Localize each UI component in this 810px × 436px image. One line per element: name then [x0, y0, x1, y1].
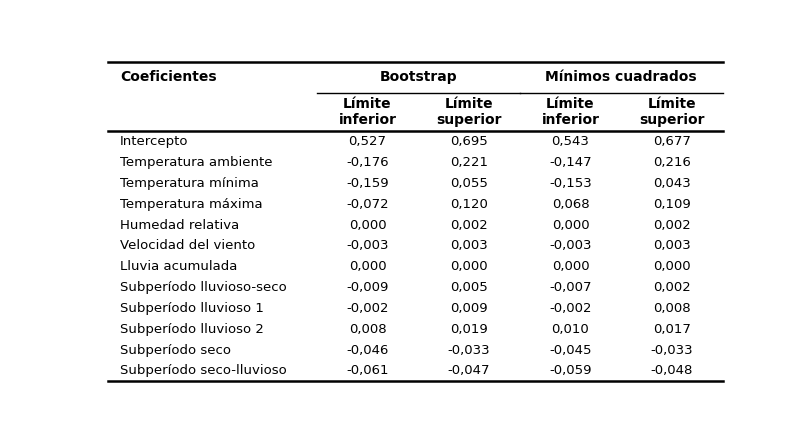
Text: 0,055: 0,055: [450, 177, 488, 190]
Text: 0,000: 0,000: [348, 218, 386, 232]
Text: -0,033: -0,033: [448, 344, 490, 357]
Text: 0,000: 0,000: [348, 260, 386, 273]
Text: 0,002: 0,002: [653, 281, 691, 294]
Text: -0,002: -0,002: [549, 302, 592, 315]
Text: 0,043: 0,043: [653, 177, 691, 190]
Text: 0,109: 0,109: [653, 198, 691, 211]
Text: -0,009: -0,009: [346, 281, 389, 294]
Text: 0,000: 0,000: [450, 260, 488, 273]
Text: Límite
superior: Límite superior: [639, 97, 705, 127]
Text: 0,017: 0,017: [653, 323, 691, 336]
Text: -0,061: -0,061: [346, 364, 389, 378]
Text: -0,047: -0,047: [448, 364, 490, 378]
Text: 0,009: 0,009: [450, 302, 488, 315]
Text: Subperíodo seco: Subperíodo seco: [120, 344, 231, 357]
Text: -0,045: -0,045: [549, 344, 592, 357]
Text: Mínimos cuadrados: Mínimos cuadrados: [545, 71, 697, 85]
Text: 0,000: 0,000: [653, 260, 691, 273]
Text: -0,002: -0,002: [346, 302, 389, 315]
Text: -0,147: -0,147: [549, 156, 592, 169]
Text: 0,008: 0,008: [653, 302, 691, 315]
Text: 0,120: 0,120: [450, 198, 488, 211]
Text: -0,007: -0,007: [549, 281, 592, 294]
Text: -0,072: -0,072: [346, 198, 389, 211]
Text: 0,003: 0,003: [450, 239, 488, 252]
Text: -0,003: -0,003: [549, 239, 592, 252]
Text: 0,003: 0,003: [653, 239, 691, 252]
Text: 0,010: 0,010: [552, 323, 590, 336]
Text: Bootstrap: Bootstrap: [379, 71, 457, 85]
Text: -0,003: -0,003: [346, 239, 389, 252]
Text: 0,000: 0,000: [552, 260, 589, 273]
Text: -0,153: -0,153: [549, 177, 592, 190]
Text: -0,046: -0,046: [346, 344, 389, 357]
Text: Límite
inferior: Límite inferior: [339, 97, 396, 127]
Text: 0,008: 0,008: [348, 323, 386, 336]
Text: Humedad relativa: Humedad relativa: [120, 218, 239, 232]
Text: Temperatura máxima: Temperatura máxima: [120, 198, 262, 211]
Text: -0,159: -0,159: [346, 177, 389, 190]
Text: Límite
superior: Límite superior: [437, 97, 501, 127]
Text: Intercepto: Intercepto: [120, 135, 189, 148]
Text: Subperíodo lluvioso-seco: Subperíodo lluvioso-seco: [120, 281, 287, 294]
Text: Límite
inferior: Límite inferior: [541, 97, 599, 127]
Text: 0,002: 0,002: [450, 218, 488, 232]
Text: 0,221: 0,221: [450, 156, 488, 169]
Text: Lluvia acumulada: Lluvia acumulada: [120, 260, 237, 273]
Text: 0,543: 0,543: [552, 135, 590, 148]
Text: 0,002: 0,002: [653, 218, 691, 232]
Text: 0,000: 0,000: [552, 218, 589, 232]
Text: 0,695: 0,695: [450, 135, 488, 148]
Text: Temperatura mínima: Temperatura mínima: [120, 177, 258, 190]
Text: 0,005: 0,005: [450, 281, 488, 294]
Text: Coeficientes: Coeficientes: [120, 71, 216, 85]
Text: Subperíodo seco-lluvioso: Subperíodo seco-lluvioso: [120, 364, 287, 378]
Text: Temperatura ambiente: Temperatura ambiente: [120, 156, 272, 169]
Text: 0,677: 0,677: [653, 135, 691, 148]
Text: 0,019: 0,019: [450, 323, 488, 336]
Text: Subperíodo lluvioso 2: Subperíodo lluvioso 2: [120, 323, 264, 336]
Text: Subperíodo lluvioso 1: Subperíodo lluvioso 1: [120, 302, 264, 315]
Text: 0,068: 0,068: [552, 198, 589, 211]
Text: -0,033: -0,033: [650, 344, 693, 357]
Text: -0,048: -0,048: [650, 364, 693, 378]
Text: 0,216: 0,216: [653, 156, 691, 169]
Text: Velocidad del viento: Velocidad del viento: [120, 239, 255, 252]
Text: -0,059: -0,059: [549, 364, 592, 378]
Text: -0,176: -0,176: [346, 156, 389, 169]
Text: 0,527: 0,527: [348, 135, 386, 148]
